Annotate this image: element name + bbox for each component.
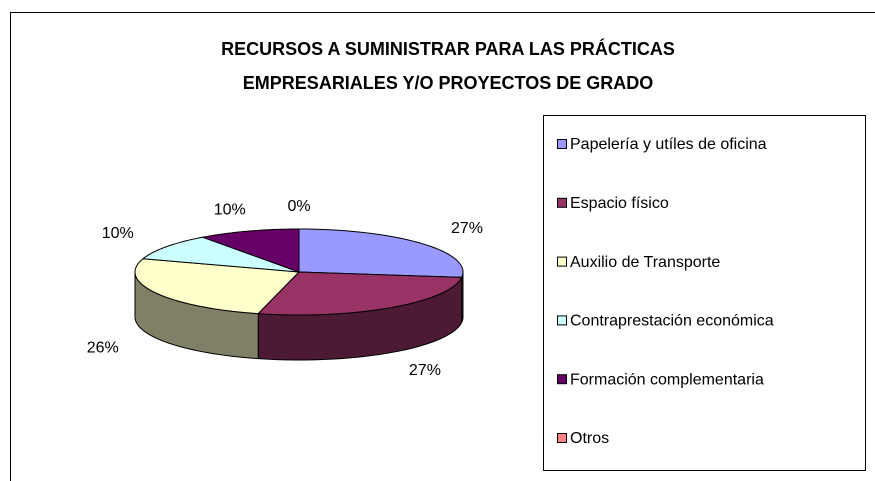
- legend-label: Contraprestación económica: [570, 313, 774, 330]
- legend-swatch: [557, 315, 567, 326]
- legend-label: Otros: [570, 430, 609, 447]
- data-label: 27%: [451, 220, 483, 237]
- data-label: 27%: [409, 362, 441, 379]
- legend-swatch: [557, 197, 567, 208]
- data-label: 0%: [287, 198, 310, 215]
- legend-label: Espacio físico: [570, 195, 669, 212]
- legend-swatch: [557, 256, 567, 267]
- chart-title: RECURSOS A SUMINISTRAR PARA LAS PRÁCTICA…: [221, 38, 675, 59]
- legend-swatch: [557, 139, 567, 149]
- chart-title: EMPRESARIALES Y/O PROYECTOS DE GRADO: [243, 73, 653, 93]
- legend-label: Formación complementaria: [570, 371, 764, 388]
- slice: [257, 271, 463, 316]
- data-label: 10%: [102, 225, 134, 242]
- legend-swatch: [557, 374, 567, 385]
- slice: [200, 228, 300, 273]
- legend-box: [543, 115, 866, 471]
- legend-label: Papelería y utíles de oficina: [570, 136, 767, 153]
- slice: [298, 228, 464, 278]
- slice: [134, 258, 301, 315]
- slice: [141, 236, 300, 273]
- legend-label: Auxilio de Transporte: [570, 254, 720, 271]
- data-label: 10%: [214, 201, 246, 218]
- legend-swatch: [557, 433, 567, 443]
- data-label: 26%: [87, 340, 119, 357]
- chart-frame: [10, 12, 875, 481]
